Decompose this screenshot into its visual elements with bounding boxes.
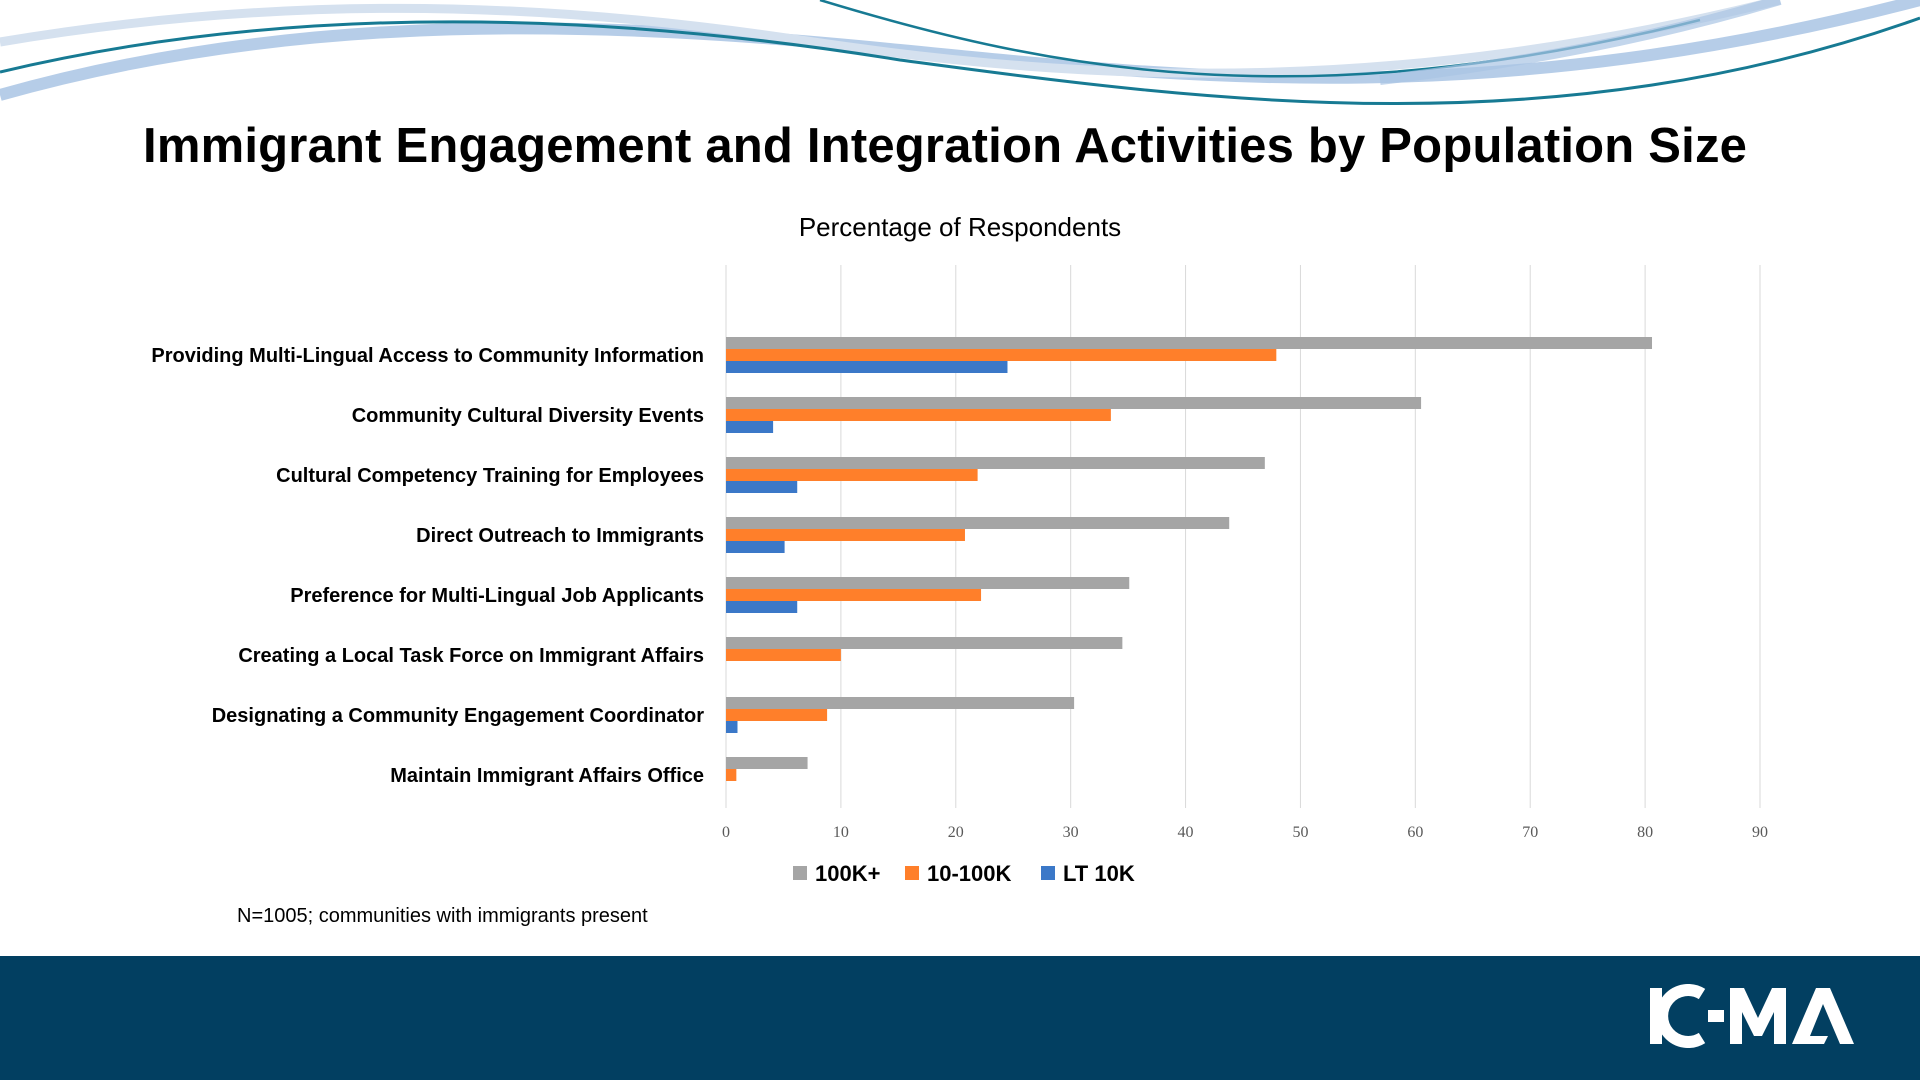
bar-lt-10k [726, 481, 798, 493]
category-label: Providing Multi-Lingual Access to Commun… [151, 345, 704, 367]
category-label: Creating a Local Task Force on Immigrant… [238, 645, 704, 667]
chart-title: Percentage of Respondents [799, 212, 1121, 242]
x-tick-label: 20 [948, 824, 964, 841]
bar-lt-10k [726, 721, 738, 733]
category-label: Maintain Immigrant Affairs Office [390, 765, 704, 787]
bar-10-100k [726, 469, 978, 481]
legend-swatch [905, 866, 919, 880]
category-label: Preference for Multi-Lingual Job Applica… [290, 585, 704, 607]
bar-100k- [726, 697, 1075, 709]
bar-10-100k [726, 409, 1111, 421]
category-label: Community Cultural Diversity Events [352, 405, 704, 427]
slide-title: Immigrant Engagement and Integration Act… [143, 119, 1748, 173]
bar-100k- [726, 757, 808, 769]
bar-10-100k [726, 529, 965, 541]
x-tick-label: 70 [1522, 824, 1538, 841]
x-tick-label: 90 [1752, 824, 1768, 841]
bar-lt-10k [726, 361, 1008, 373]
x-tick-label: 80 [1637, 824, 1653, 841]
bar-100k- [726, 457, 1265, 469]
legend-label: 10-100K [927, 861, 1012, 886]
category-label: Direct Outreach to Immigrants [416, 525, 704, 547]
x-tick-label: 10 [833, 824, 849, 841]
bar-10-100k [726, 769, 737, 781]
bar-10-100k [726, 589, 982, 601]
decorative-wave-header [0, 0, 1920, 106]
legend-swatch [793, 866, 807, 880]
x-tick-label: 60 [1407, 824, 1423, 841]
legend-label: LT 10K [1063, 861, 1135, 886]
legend-swatch [1041, 866, 1055, 880]
bar-lt-10k [726, 541, 785, 553]
bar-100k- [726, 337, 1653, 349]
legend-label: 100K+ [815, 861, 880, 886]
bar-lt-10k [726, 421, 774, 433]
icma-logo [1650, 984, 1854, 1048]
bar-10-100k [726, 649, 841, 661]
category-label: Cultural Competency Training for Employe… [276, 465, 704, 487]
bar-100k- [726, 397, 1422, 409]
x-tick-label: 0 [722, 824, 730, 841]
bar-100k- [726, 517, 1230, 529]
bar-lt-10k [726, 601, 798, 613]
x-tick-label: 30 [1063, 824, 1079, 841]
x-tick-label: 40 [1178, 824, 1194, 841]
footer-band [0, 956, 1920, 1080]
bar-10-100k [726, 349, 1277, 361]
footnote: N=1005; communities with immigrants pres… [237, 905, 648, 927]
bar-10-100k [726, 709, 828, 721]
bar-100k- [726, 637, 1123, 649]
x-tick-label: 50 [1292, 824, 1308, 841]
category-label: Designating a Community Engagement Coord… [212, 705, 704, 727]
bar-100k- [726, 577, 1130, 589]
